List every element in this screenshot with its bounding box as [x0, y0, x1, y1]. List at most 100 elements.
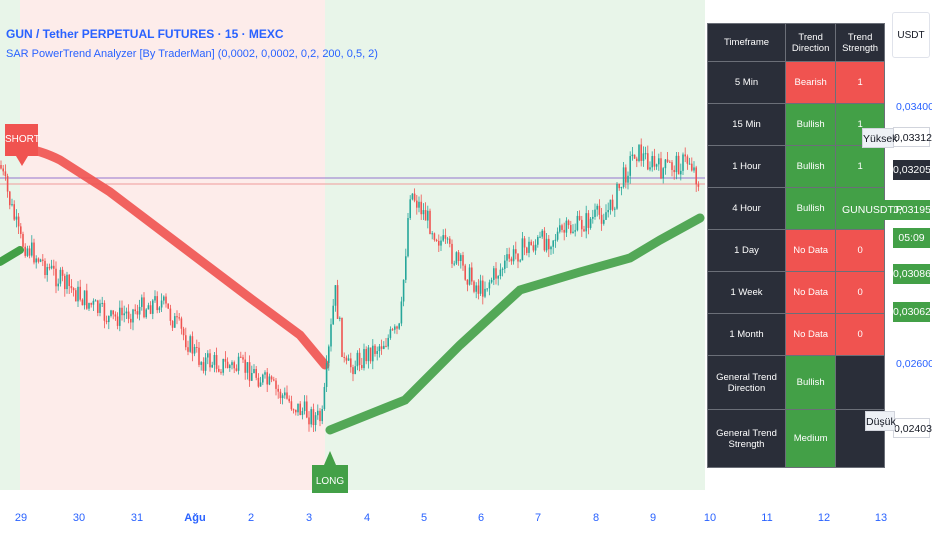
candle-body [75, 290, 77, 302]
currency-button[interactable]: USDT [892, 12, 930, 58]
high-label: Yüksek [862, 128, 897, 148]
candle-body [312, 409, 315, 426]
candle-body [193, 346, 196, 354]
time-axis[interactable]: 29 30 31 Ağu 2 3 4 5 6 7 8 9 10 11 12 13 [0, 500, 890, 550]
current-price-tag: 0,03205 [893, 160, 931, 180]
candle-body [215, 354, 218, 369]
candle-body [537, 237, 539, 245]
candle-body [669, 161, 671, 163]
candle-body [68, 274, 70, 287]
candle-body [264, 372, 266, 375]
candle-body [515, 249, 517, 254]
candle-body [66, 274, 68, 290]
candle-body [378, 346, 381, 352]
candle-body [640, 144, 642, 161]
candle-body [431, 233, 433, 235]
candle-body [539, 236, 541, 238]
candle-body [99, 303, 101, 313]
candle-body [495, 268, 497, 279]
candle-body [367, 347, 370, 362]
candle-body [389, 329, 392, 338]
candle-body [123, 313, 125, 316]
candle-body [50, 265, 53, 269]
candle-body [424, 210, 427, 221]
candle-body [578, 215, 581, 220]
candle-body [464, 265, 466, 280]
candle-body [53, 265, 55, 269]
candle-body [127, 311, 130, 319]
direction-cell: Bullish [784, 187, 837, 230]
candle-body [655, 164, 658, 167]
candle-body [6, 175, 9, 192]
candle-body [396, 326, 398, 329]
candle-body [341, 317, 343, 357]
candle-body [105, 320, 108, 323]
candle-body [411, 193, 414, 200]
candle-body [585, 213, 587, 232]
candle-body [416, 200, 418, 208]
strength-cell: 1 [835, 61, 885, 104]
candle-body [116, 316, 119, 326]
candle-body [90, 303, 92, 305]
candle-body [130, 318, 132, 323]
candle-body [211, 364, 213, 368]
candle-body [486, 288, 488, 290]
candle-body [244, 359, 246, 373]
candle-body [134, 309, 136, 312]
candle-body [622, 167, 625, 187]
candle-body [24, 246, 26, 256]
header-trend-strength: Trend Strength [835, 23, 885, 62]
general-direction-empty [835, 355, 885, 410]
candle-body [281, 395, 284, 399]
strength-cell: 0 [835, 313, 885, 356]
candle-body [592, 216, 594, 219]
candle-body [473, 281, 475, 292]
candle-body [119, 307, 121, 326]
direction-cell: No Data [784, 313, 837, 356]
candle-body [196, 346, 198, 348]
candle-body [398, 323, 400, 329]
candle-body [488, 282, 491, 289]
candle-body [39, 259, 42, 262]
candle-body [583, 229, 585, 232]
candle-body [13, 204, 15, 220]
chart-area[interactable]: GUN / Tether PERPETUAL FUTURES · 15 · ME… [0, 0, 890, 500]
candle-body [301, 411, 304, 416]
strength-cell: 0 [835, 229, 885, 272]
candle-body [435, 239, 438, 241]
candle-body [207, 353, 209, 358]
direction-cell: No Data [784, 271, 837, 314]
indicator-title[interactable]: SAR PowerTrend Analyzer [By TraderMan] (… [6, 48, 378, 60]
candle-body [185, 335, 187, 348]
candle-body [323, 386, 326, 410]
candle-body [605, 212, 607, 220]
candle-body [455, 252, 458, 264]
candle-body [235, 368, 238, 371]
candle-body [497, 276, 499, 279]
candle-body [369, 347, 372, 362]
general-direction-label: General Trend Direction [707, 355, 786, 410]
candle-body [691, 163, 693, 171]
candle-body [103, 302, 106, 321]
candle-body [200, 362, 202, 365]
candle-body [460, 255, 462, 262]
candle-body [167, 303, 169, 309]
candle-body [501, 268, 504, 270]
time-tick: 7 [534, 512, 542, 524]
candle-body [165, 296, 167, 304]
candle-body [224, 359, 227, 362]
candle-body [347, 358, 350, 361]
candle-body [603, 219, 605, 224]
candle-body [169, 308, 172, 321]
candle-body [59, 269, 62, 284]
symbol-title[interactable]: GUN / Tether PERPETUAL FUTURES · 15 · ME… [6, 27, 284, 41]
sar-trend-line-bull-1 [0, 246, 24, 266]
candle-body [35, 258, 37, 263]
candle-body [521, 238, 524, 261]
candle-body [629, 156, 631, 176]
candle-body [644, 153, 647, 155]
candle-body [72, 288, 75, 291]
candle-body [191, 336, 194, 354]
candle-body [383, 345, 385, 349]
candle-body [616, 183, 618, 209]
